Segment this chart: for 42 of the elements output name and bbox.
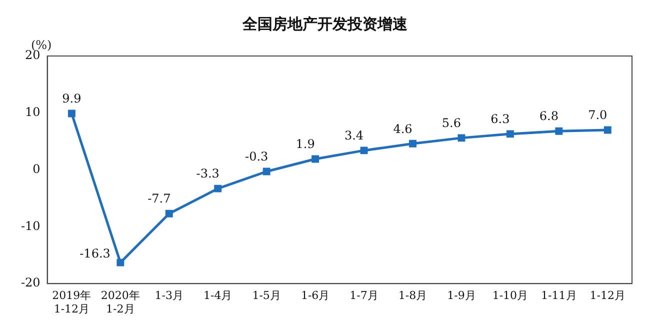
chart-title: 全国房地产开发投资增速 [242,14,408,33]
point [555,127,563,135]
data-label: 3.4 [344,128,364,143]
x-tick-label: 1-12月 [590,289,626,302]
point [262,168,270,176]
x-tick-label: 1-6月 [300,289,330,302]
data-label: -16.3 [80,246,110,261]
x-tick-label: 1-7月 [350,289,378,302]
point [165,210,173,218]
y-axis-title: (%) [30,38,52,52]
x-tick-label: 1-5月 [252,289,281,302]
data-label: 6.3 [490,112,510,126]
data-label: 1.9 [296,137,315,152]
data-label: 6.8 [539,109,558,124]
data-label: 7.0 [588,108,608,122]
point [409,140,416,148]
x-tick-label: 1-8月 [398,289,428,302]
data-label: 5.6 [442,116,462,130]
data-label: -3.3 [196,166,220,181]
point [214,184,222,192]
x-tick-label: 1-4月 [203,289,232,302]
data-label: 9.9 [62,92,82,106]
y-tick-label: 0 [32,162,40,176]
x-tick-label: 1-10月 [492,289,528,302]
x-tick-label: 1-11月 [541,289,577,302]
x-tick-label: 2019年 1-12月 [52,289,92,316]
point [360,146,368,154]
data-label: 4.6 [393,122,412,136]
point [68,110,76,118]
point [458,134,466,142]
y-tick-label: -20 [20,276,40,290]
y-tick-label: -10 [20,218,40,233]
data-label: -0.3 [245,150,268,164]
data-label: -7.7 [148,192,171,206]
x-tick-label: 1-3月 [154,289,184,302]
point [604,126,612,134]
point [506,130,514,138]
point [312,155,320,163]
point [116,258,124,266]
y-tick-label: 10 [25,105,40,120]
x-tick-label: 1-9月 [447,289,476,302]
x-tick-label: 2020年 1-2月 [100,289,140,316]
